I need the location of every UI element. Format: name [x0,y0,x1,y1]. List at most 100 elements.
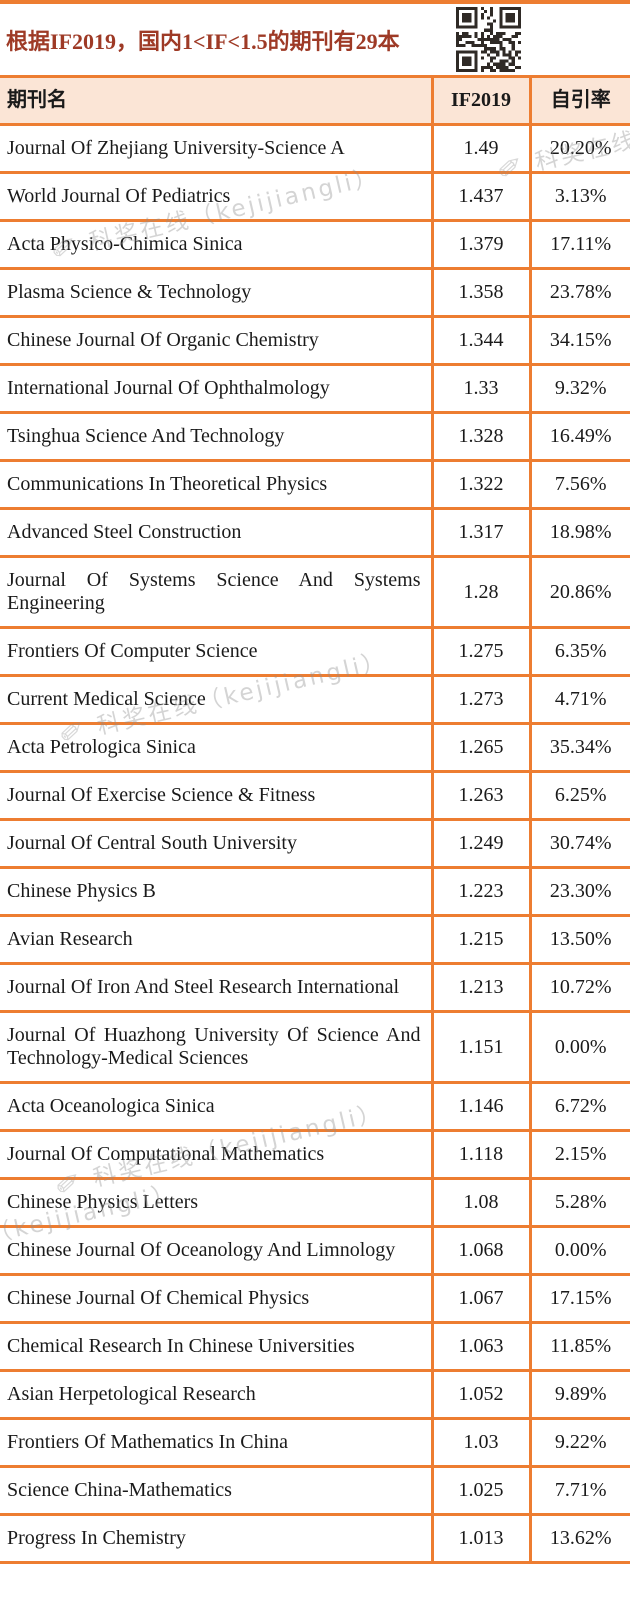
self-citation-cell: 13.50% [528,915,630,965]
table-row: Avian Research 1.215 13.50% [0,915,630,965]
self-citation-cell: 5.28% [528,1178,630,1228]
self-citation-cell: 6.25% [528,771,630,821]
journal-name-cell: Current Medical Science [0,675,432,725]
if2019-cell: 1.08 [430,1178,530,1228]
table-row: Advanced Steel Construction 1.317 18.98% [0,508,630,558]
table-row: Chinese Journal Of Oceanology And Limnol… [0,1226,630,1276]
qr-code [456,7,521,72]
if2019-cell: 1.213 [430,963,530,1013]
if2019-cell: 1.03 [430,1418,530,1468]
self-citation-cell: 0.00% [528,1011,630,1084]
if2019-cell: 1.28 [430,556,530,629]
column-header-if2019: IF2019 [430,76,530,126]
journal-name-cell: Journal Of Zhejiang University-Science A [0,124,432,174]
journal-table: 期刊名 IF2019 自引率 Journal Of Zhejiang Unive… [0,75,630,1564]
journal-name-cell: Journal Of Iron And Steel Research Inter… [0,963,432,1013]
journal-name-cell: Science China-Mathematics [0,1466,432,1516]
table-row: Journal Of Computational Mathematics 1.11… [0,1130,630,1180]
column-header-self-citation: 自引率 [528,76,630,126]
journal-name-cell: Acta Physico-Chimica Sinica [0,220,432,270]
table-row: Chinese Physics Letters 1.08 5.28% [0,1178,630,1228]
self-citation-cell: 4.71% [528,675,630,725]
journal-name-cell: Chinese Journal Of Organic Chemistry [0,316,432,366]
self-citation-cell: 3.13% [528,172,630,222]
journal-table-body: Journal Of Zhejiang University-Science A… [0,124,630,1564]
if2019-cell: 1.265 [430,723,530,773]
self-citation-cell: 13.62% [528,1514,630,1564]
journal-name-cell: Journal Of Huazhong University Of Scienc… [0,1011,432,1084]
journal-name-cell: Communications In Theoretical Physics [0,460,432,510]
journal-name-cell: Acta Petrologica Sinica [0,723,432,773]
journal-name-cell: Chinese Journal Of Oceanology And Limnol… [0,1226,432,1276]
self-citation-cell: 16.49% [528,412,630,462]
table-row: World Journal Of Pediatrics 1.437 3.13% [0,172,630,222]
journal-name-cell: Chinese Physics B [0,867,432,917]
if2019-cell: 1.146 [430,1082,530,1132]
table-row: Acta Physico-Chimica Sinica 1.379 17.11% [0,220,630,270]
journal-name-cell: Chinese Journal Of Chemical Physics [0,1274,432,1324]
table-row: Journal Of Central South University 1.249… [0,819,630,869]
if2019-cell: 1.151 [430,1011,530,1084]
journal-name-cell: Frontiers Of Mathematics In China [0,1418,432,1468]
if2019-cell: 1.273 [430,675,530,725]
table-row: Asian Herpetological Research 1.052 9.89% [0,1370,630,1420]
if2019-cell: 1.118 [430,1130,530,1180]
table-row: Communications In Theoretical Physics 1.3… [0,460,630,510]
if2019-cell: 1.344 [430,316,530,366]
page-title: 根据IF2019，国内1<IF<1.5的期刊有29本 [6,28,400,54]
if2019-cell: 1.49 [430,124,530,174]
if2019-cell: 1.013 [430,1514,530,1564]
journal-name-cell: Progress In Chemistry [0,1514,432,1564]
table-row: Frontiers Of Mathematics In China 1.03 9.2… [0,1418,630,1468]
if2019-cell: 1.063 [430,1322,530,1372]
page-header: 根据IF2019，国内1<IF<1.5的期刊有29本 [0,4,630,75]
self-citation-cell: 34.15% [528,316,630,366]
table-row: Journal Of Zhejiang University-Science A… [0,124,630,174]
table-row: Chinese Journal Of Chemical Physics 1.067… [0,1274,630,1324]
self-citation-cell: 11.85% [528,1322,630,1372]
table-row: Journal Of Iron And Steel Research Inter… [0,963,630,1013]
self-citation-cell: 6.35% [528,627,630,677]
journal-name-cell: Asian Herpetological Research [0,1370,432,1420]
journal-name-cell: World Journal Of Pediatrics [0,172,432,222]
page: 根据IF2019，国内1<IF<1.5的期刊有29本 期刊名 IF2019 自引… [0,0,630,1564]
if2019-cell: 1.263 [430,771,530,821]
journal-name-cell: Journal Of Computational Mathematics [0,1130,432,1180]
if2019-cell: 1.322 [430,460,530,510]
if2019-cell: 1.067 [430,1274,530,1324]
self-citation-cell: 23.78% [528,268,630,318]
journal-name-cell: Acta Oceanologica Sinica [0,1082,432,1132]
if2019-cell: 1.025 [430,1466,530,1516]
if2019-cell: 1.437 [430,172,530,222]
table-row: Chinese Physics B 1.223 23.30% [0,867,630,917]
table-row: Chemical Research In Chinese Universitie… [0,1322,630,1372]
journal-name-cell: Journal Of Central South University [0,819,432,869]
self-citation-cell: 20.86% [528,556,630,629]
self-citation-cell: 9.22% [528,1418,630,1468]
self-citation-cell: 20.20% [528,124,630,174]
if2019-cell: 1.223 [430,867,530,917]
journal-name-cell: International Journal Of Ophthalmology [0,364,432,414]
self-citation-cell: 10.72% [528,963,630,1013]
journal-name-cell: Advanced Steel Construction [0,508,432,558]
table-row: Acta Petrologica Sinica 1.265 35.34% [0,723,630,773]
column-header-journal-name: 期刊名 [0,76,432,126]
self-citation-cell: 18.98% [528,508,630,558]
table-row: Current Medical Science 1.273 4.71% [0,675,630,725]
table-row: Journal Of Huazhong University Of Scienc… [0,1011,630,1084]
self-citation-cell: 7.56% [528,460,630,510]
journal-name-cell: Tsinghua Science And Technology [0,412,432,462]
table-row: Journal Of Systems Science And Systems E… [0,556,630,629]
table-row: Tsinghua Science And Technology 1.328 16.4… [0,412,630,462]
table-row: Plasma Science & Technology 1.358 23.78% [0,268,630,318]
header-row: 期刊名 IF2019 自引率 [0,76,630,126]
self-citation-cell: 30.74% [528,819,630,869]
if2019-cell: 1.052 [430,1370,530,1420]
self-citation-cell: 17.15% [528,1274,630,1324]
table-row: Science China-Mathematics 1.025 7.71% [0,1466,630,1516]
if2019-cell: 1.379 [430,220,530,270]
self-citation-cell: 7.71% [528,1466,630,1516]
self-citation-cell: 2.15% [528,1130,630,1180]
table-row: Chinese Journal Of Organic Chemistry 1.34… [0,316,630,366]
self-citation-cell: 9.32% [528,364,630,414]
